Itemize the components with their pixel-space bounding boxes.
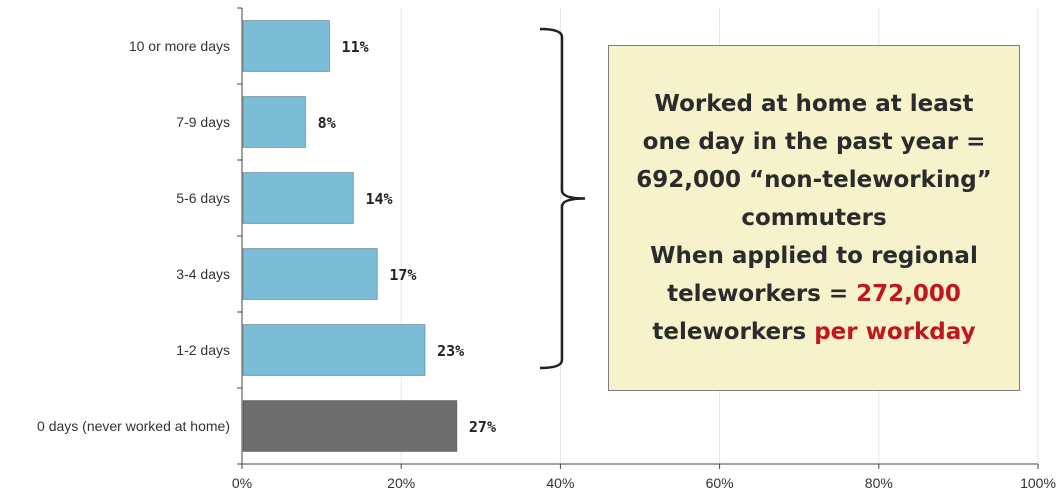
callout-highlight: 272,000 — [856, 281, 961, 307]
callout-text: teleworkers = — [667, 281, 857, 307]
bar — [242, 324, 426, 376]
callout-line: Worked at home at least — [654, 91, 974, 117]
data-label: 14% — [365, 190, 392, 208]
data-label: 8% — [318, 114, 336, 132]
curly-brace — [539, 27, 586, 370]
category-label: 0 days (never worked at home) — [37, 418, 230, 434]
x-tick-label: 60% — [706, 475, 734, 491]
x-tick-label: 20% — [387, 475, 415, 491]
category-label: 7-9 days — [176, 114, 230, 130]
bar — [242, 172, 354, 224]
callout-line: 692,000 “non-teleworking” — [636, 167, 992, 193]
bars — [242, 20, 458, 452]
x-tick-label: 100% — [1020, 475, 1056, 491]
callout-line: When applied to regional — [650, 243, 978, 269]
data-label: 23% — [437, 342, 464, 360]
x-tick-label: 80% — [865, 475, 893, 491]
bar — [242, 248, 378, 300]
callout-line: teleworkers = 272,000 — [667, 275, 961, 313]
data-label: 27% — [469, 418, 496, 436]
category-label: 10 or more days — [129, 38, 230, 54]
data-label: 17% — [389, 266, 416, 284]
x-tick-label: 40% — [546, 475, 574, 491]
callout-text: teleworkers — [652, 319, 815, 345]
labels: 0% 20% 40% 60% 80% 100% 10 or more days 11% 7-9 … — [37, 38, 1056, 491]
callout-line: one day in the past year = — [642, 129, 986, 155]
callout-line: commuters — [741, 205, 887, 231]
axes — [237, 7, 1039, 469]
data-label: 11% — [342, 38, 369, 56]
category-label: 5-6 days — [176, 190, 230, 206]
x-tick-label: 0% — [232, 475, 252, 491]
bar — [242, 20, 331, 72]
callout-line: teleworkers per workday — [652, 313, 975, 351]
bar — [242, 96, 307, 148]
bar — [242, 400, 458, 452]
category-label: 1-2 days — [176, 342, 230, 358]
category-label: 3-4 days — [176, 266, 230, 282]
callout-box: Worked at home at least one day in the p… — [608, 45, 1020, 391]
callout-highlight: per workday — [814, 319, 976, 345]
